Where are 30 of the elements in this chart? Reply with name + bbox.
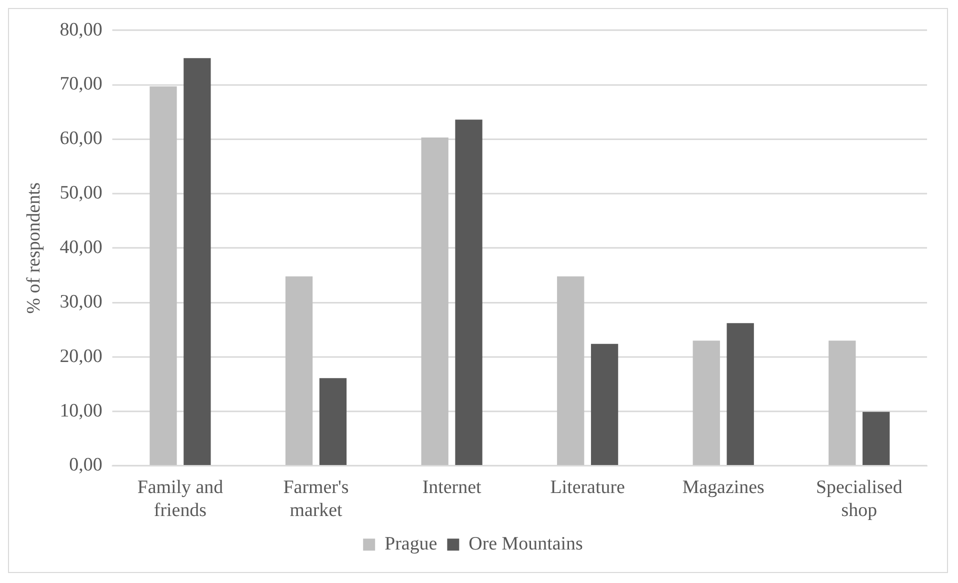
x-tick-label: Farmer's market (283, 477, 349, 521)
bar (285, 276, 313, 466)
bar (557, 276, 584, 466)
y-tick-label: 30,00 (60, 291, 102, 312)
legend-label: Prague (384, 534, 438, 555)
y-tick-label: 10,00 (60, 400, 102, 422)
x-tick-label: Internet (422, 477, 482, 498)
y-axis-title: % of respondents (23, 182, 44, 314)
legend-label: Ore Mountains (468, 534, 583, 555)
bar (862, 412, 890, 466)
y-tick-label: 40,00 (60, 237, 102, 258)
bar (692, 340, 720, 466)
bar (319, 378, 347, 466)
y-tick-label: 50,00 (60, 182, 102, 204)
bar (590, 344, 618, 466)
bar (421, 138, 448, 466)
y-tick-label: 80,00 (60, 19, 102, 40)
bar (726, 323, 754, 466)
bar (184, 58, 211, 466)
bar (455, 120, 482, 466)
y-tick-label: 0,00 (69, 454, 102, 476)
x-tick-label: Magazines (682, 477, 764, 498)
bar (150, 86, 177, 466)
x-tick-label: Family and friends (137, 477, 224, 521)
y-tick-label: 20,00 (60, 346, 102, 367)
y-tick-label: 60,00 (60, 128, 102, 150)
x-tick-label: Literature (550, 477, 625, 498)
y-tick-label: 70,00 (60, 74, 102, 95)
bar (828, 340, 856, 466)
x-tick-label: Specialised shop (816, 477, 903, 521)
